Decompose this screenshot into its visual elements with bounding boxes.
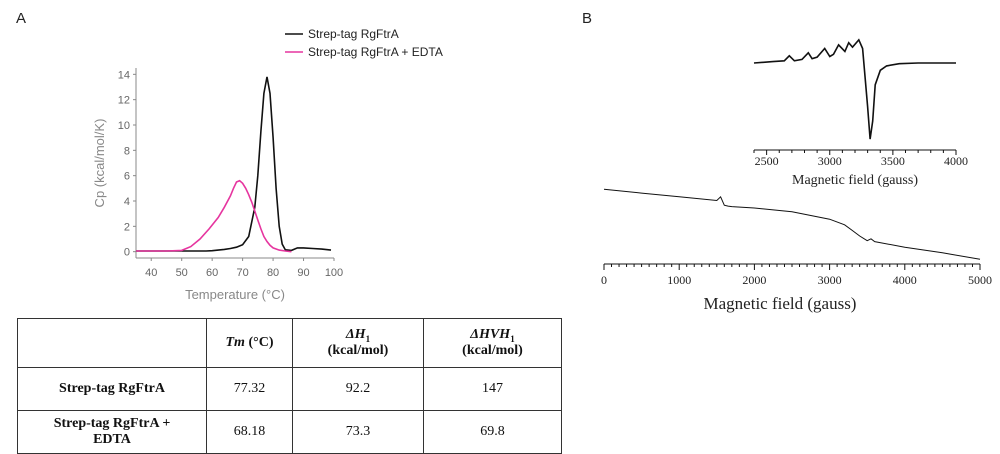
thermo-table: Tm (°C) ΔH1 (kcal/mol) ΔHVH1 (kcal/mol) … bbox=[17, 318, 562, 454]
table-header-dh: ΔH1 (kcal/mol) bbox=[292, 318, 424, 368]
x-tick-label: 50 bbox=[176, 267, 188, 279]
table-row: Strep-tag RgFtrA 77.32 92.2 147 bbox=[17, 367, 562, 411]
x-axis-title: Magnetic field (gauss) bbox=[704, 294, 857, 313]
legend-label-1: Strep-tag RgFtrA + EDTA bbox=[308, 45, 443, 59]
table-header-dhvh: ΔHVH1 (kcal/mol) bbox=[423, 318, 562, 368]
y-axis-title: Cp (kcal/mol/K) bbox=[92, 119, 107, 208]
series-line-0 bbox=[753, 38, 956, 140]
x-tick-label: 1000 bbox=[667, 273, 691, 287]
x-tick-label: 3000 bbox=[818, 273, 842, 287]
series-line-0 bbox=[603, 188, 981, 260]
x-tick-label: 4000 bbox=[944, 154, 968, 168]
table-header-empty bbox=[17, 318, 207, 368]
y-tick-label: 8 bbox=[124, 145, 130, 157]
x-tick-label: 3500 bbox=[881, 154, 905, 168]
x-tick-label: 90 bbox=[297, 267, 309, 279]
table-header-row: Tm (°C) ΔH1 (kcal/mol) ΔHVH1 (kcal/mol) bbox=[17, 318, 562, 368]
row-name: Strep-tag RgFtrA bbox=[17, 367, 207, 411]
x-axis-title: Magnetic field (gauss) bbox=[792, 173, 918, 188]
x-tick-label: 40 bbox=[145, 267, 157, 279]
epr-inset-chart: 2500 3000 3500 4000 Magnetic field (gauss) bbox=[753, 38, 968, 188]
legend-label-0: Strep-tag RgFtrA bbox=[308, 27, 399, 41]
row-dh: 73.3 bbox=[292, 410, 424, 454]
x-axis-title: Temperature (°C) bbox=[185, 287, 285, 302]
x-tick-label: 3000 bbox=[818, 154, 842, 168]
row-dh: 92.2 bbox=[292, 367, 424, 411]
dsc-chart: 0 2 4 6 8 10 12 14 40 50 60 70 80 90 100 Temperature (°… bbox=[92, 27, 443, 302]
table-header-tm: Tm (°C) bbox=[206, 318, 293, 368]
y-tick-label: 10 bbox=[118, 120, 130, 132]
row-dhvh: 69.8 bbox=[423, 410, 562, 454]
x-tick-label: 0 bbox=[601, 273, 607, 287]
row-tm: 68.18 bbox=[206, 410, 293, 454]
x-tick-label: 100 bbox=[325, 267, 343, 279]
x-tick-label: 2500 bbox=[755, 154, 779, 168]
row-dhvh: 147 bbox=[423, 367, 562, 411]
x-tick-label: 2000 bbox=[742, 273, 766, 287]
row-tm: 77.32 bbox=[206, 367, 293, 411]
epr-main-chart: 0 1000 2000 3000 4000 5000 Magnetic field (gau… bbox=[601, 188, 992, 313]
x-tick-label: 60 bbox=[206, 267, 218, 279]
panel-b-label: B bbox=[582, 10, 593, 27]
y-tick-label: 12 bbox=[118, 95, 130, 107]
series-line-1 bbox=[136, 179, 292, 253]
x-tick-label: 5000 bbox=[968, 273, 992, 287]
y-tick-label: 6 bbox=[124, 171, 130, 183]
y-tick-label: 0 bbox=[124, 247, 130, 259]
table-row: Strep-tag RgFtrA + EDTA 68.18 73.3 69.8 bbox=[17, 410, 562, 454]
series-line-0 bbox=[136, 76, 332, 252]
row-name: Strep-tag RgFtrA + EDTA bbox=[17, 410, 207, 454]
x-tick-label: 4000 bbox=[893, 273, 917, 287]
y-tick-label: 14 bbox=[118, 69, 130, 81]
y-tick-label: 2 bbox=[124, 221, 130, 233]
x-tick-label: 70 bbox=[236, 267, 248, 279]
x-tick-label: 80 bbox=[267, 267, 279, 279]
panel-a-label: A bbox=[16, 10, 27, 27]
y-tick-label: 4 bbox=[124, 196, 130, 208]
